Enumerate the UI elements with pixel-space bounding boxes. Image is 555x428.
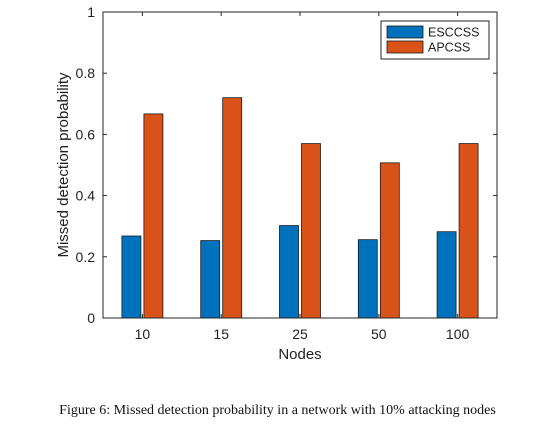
y-tick-label: 0.8 [76,65,96,81]
y-axis-label: Missed detection probability [55,72,72,258]
x-axis-ticks: 10 15 25 50 100 [135,12,470,342]
x-tick-label: 50 [371,326,387,342]
plot-frame [102,11,498,319]
y-axis-ticks: 0 0.2 0.4 0.6 0.8 1 [76,4,497,326]
bar-esccss-15 [200,240,221,319]
legend-swatch-esccss [386,25,424,39]
bar-esccss-100 [436,231,457,319]
y-tick-label: 0.4 [76,188,96,204]
bar-esccss-10 [121,235,142,319]
legend-label-apcss: APCSS [428,41,470,55]
bar-apcss-10 [143,113,164,319]
bar-esccss-25 [279,225,299,319]
legend-swatch-apcss [386,40,424,54]
x-tick-label: 10 [135,326,151,342]
figure-caption: Figure 6: Missed detection probability i… [59,403,496,418]
bar-esccss-50 [357,239,378,319]
bar-apcss-25 [301,143,321,319]
x-tick-label: 25 [292,326,308,342]
y-tick-label: 1 [87,4,95,20]
x-tick-label: 15 [213,326,229,342]
bar-apcss-50 [379,162,400,319]
x-tick-label: 100 [446,326,470,342]
x-axis-label: Nodes [278,346,321,363]
bars-group [121,97,479,319]
bar-apcss-15 [222,97,243,319]
bar-apcss-100 [458,143,479,319]
y-tick-label: 0 [87,310,95,326]
y-tick-label: 0.2 [76,249,96,265]
y-tick-label: 0.6 [76,126,96,142]
legend-label-esccss: ESCCSS [428,26,479,40]
